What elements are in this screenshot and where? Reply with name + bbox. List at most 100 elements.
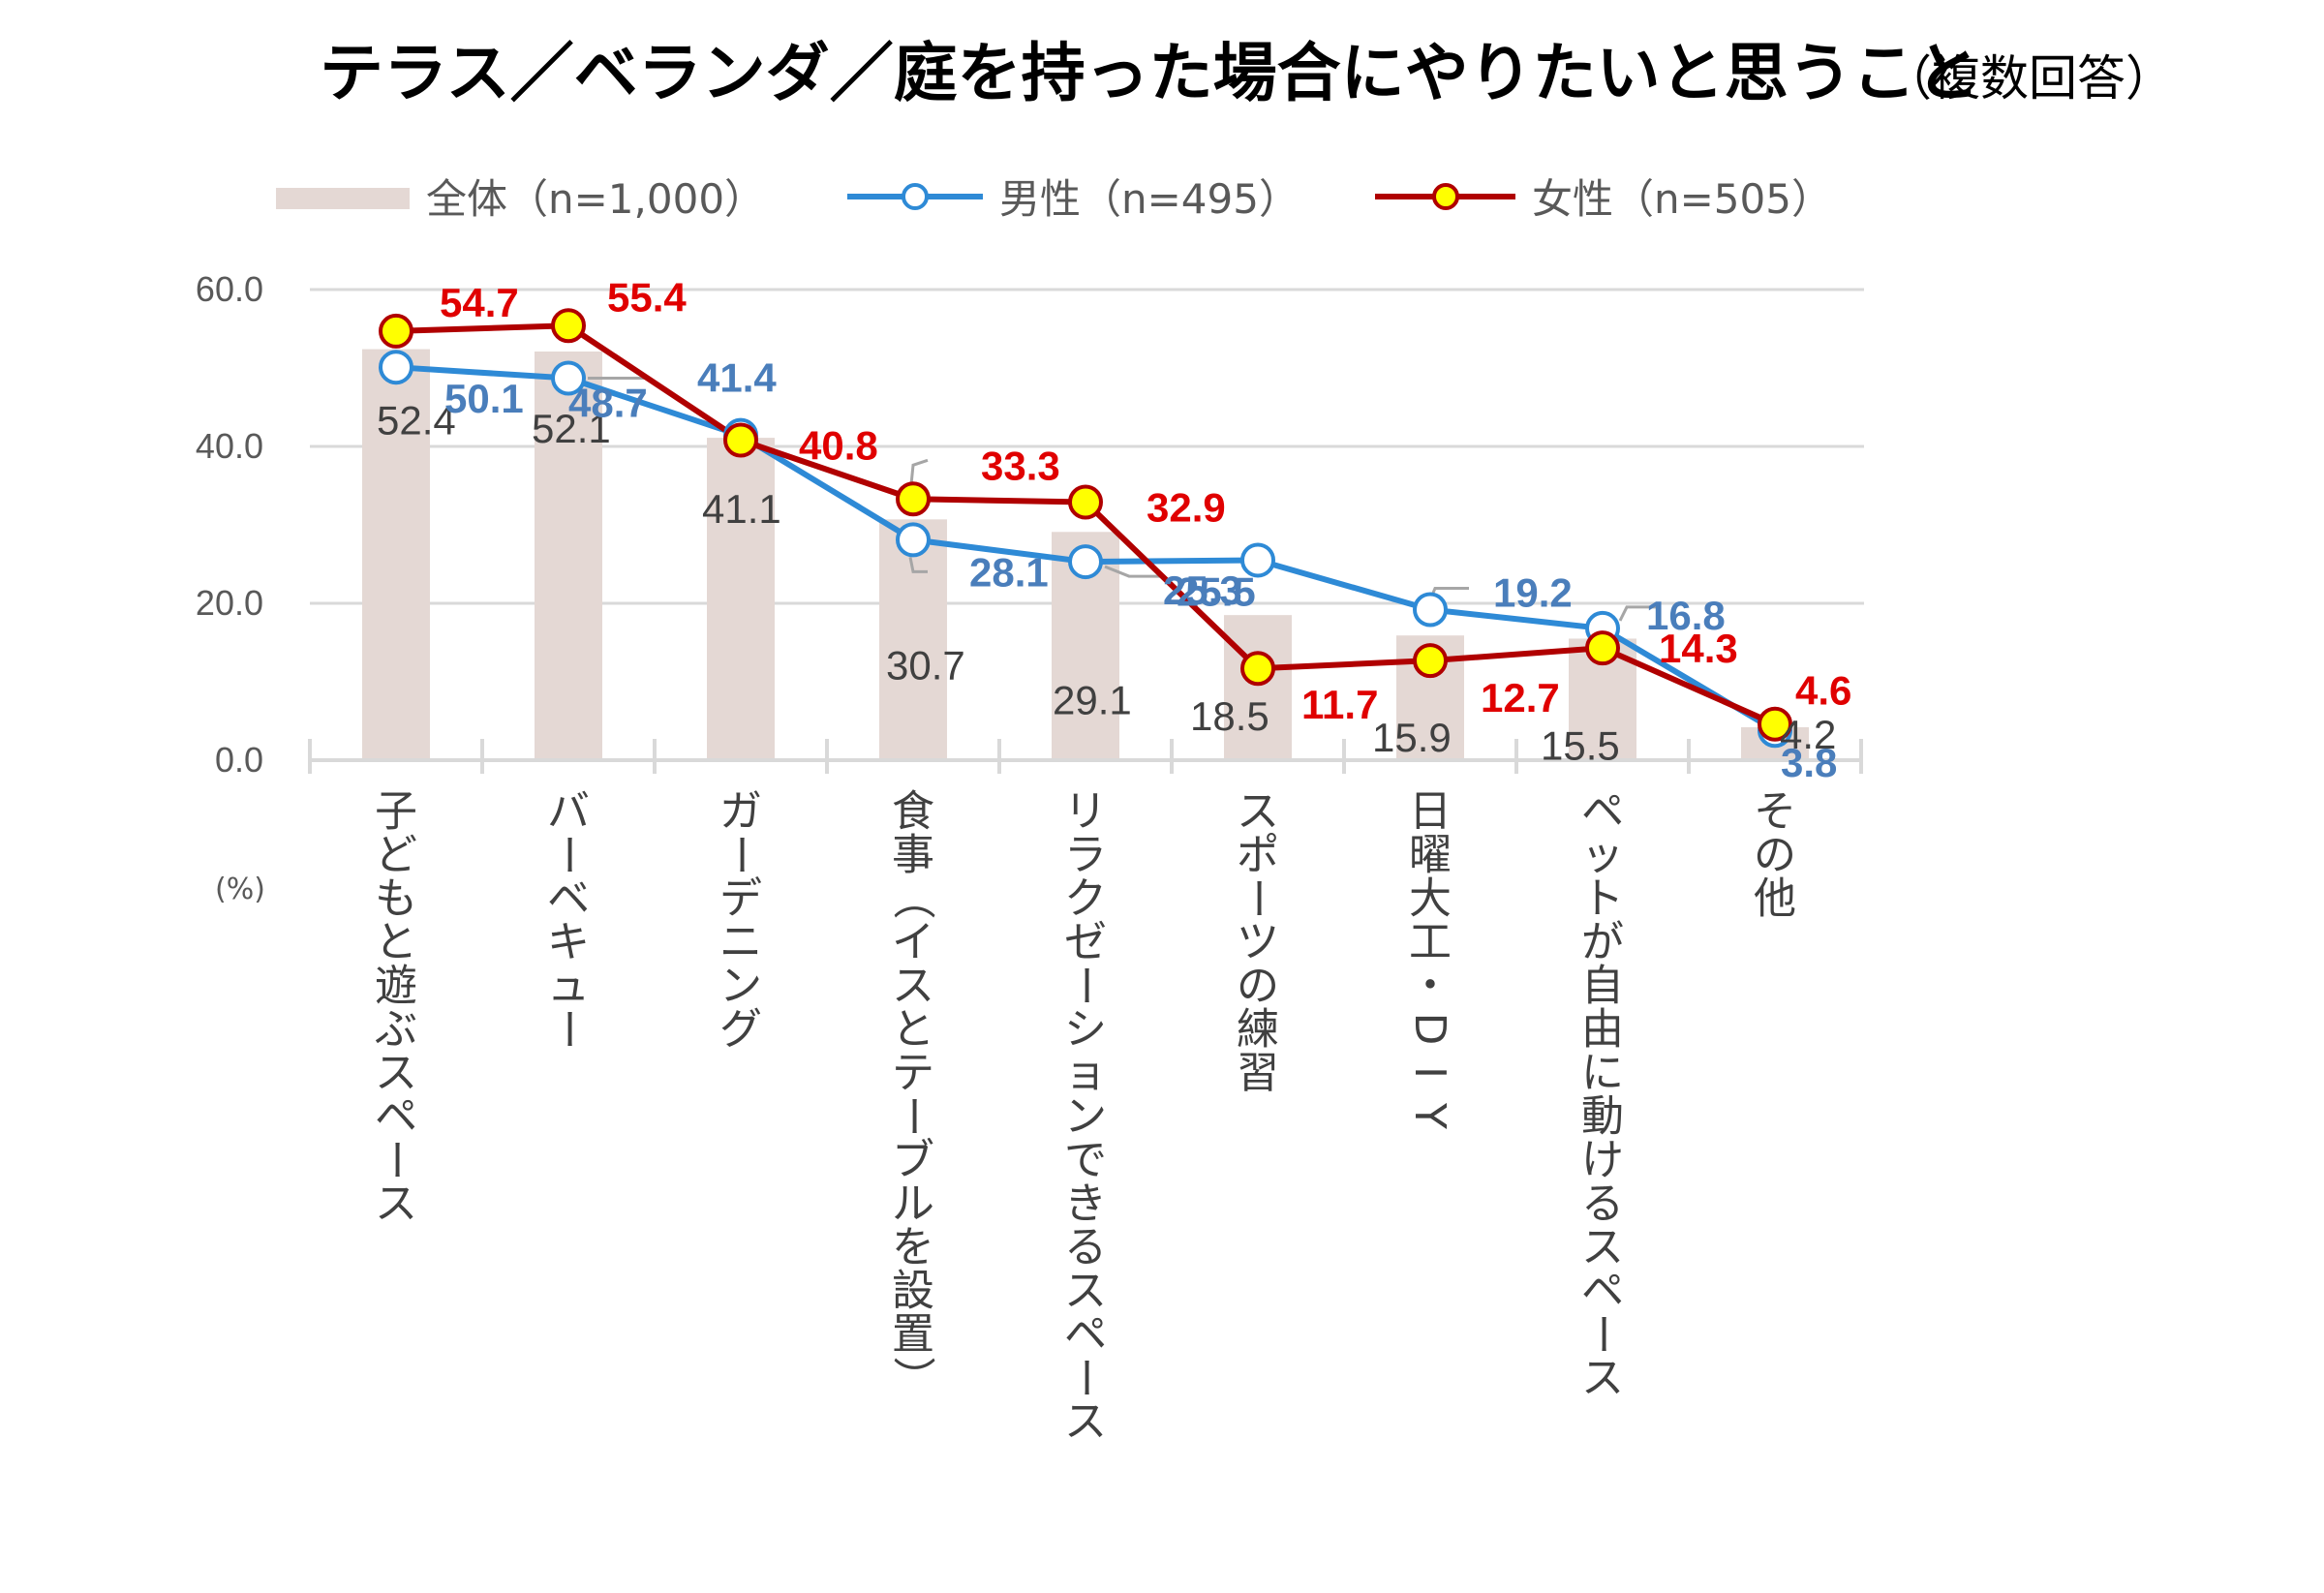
data-label-male-0: 50.1 — [444, 376, 524, 421]
data-label-male-8: 3.8 — [1781, 740, 1837, 785]
data-label-female-0: 54.7 — [440, 280, 519, 325]
category-char: シ — [1064, 1005, 1107, 1055]
female-marker-1 — [551, 308, 586, 344]
y-tick-label: 20.0 — [196, 583, 263, 623]
category-char: 曜 — [1409, 831, 1452, 880]
female-marker-2 — [723, 422, 758, 458]
category-char: 他 — [1754, 874, 1796, 924]
bar-total-1 — [535, 351, 602, 760]
category-char: 動 — [1581, 1092, 1624, 1142]
data-label-total-2: 41.1 — [702, 486, 781, 532]
chart-title: テラス／ベランダ／庭を持った場合にやりたいと思うこと — [320, 36, 1980, 110]
bar-total-2 — [707, 438, 775, 760]
data-label-male-3: 28.1 — [969, 549, 1049, 595]
category-char: そ — [1754, 787, 1796, 837]
category-char: の — [1237, 962, 1279, 1011]
data-label-total-0: 52.4 — [377, 398, 456, 444]
data-label-male-7: 16.8 — [1646, 593, 1726, 638]
y-tick-label: 60.0 — [196, 269, 263, 309]
category-char: 事 — [892, 831, 934, 880]
chart-subtitle: （複数回答） — [1883, 50, 2174, 107]
category-char: で — [1064, 1136, 1107, 1185]
female-marker-7 — [1585, 630, 1620, 666]
data-label-male-6: 19.2 — [1493, 569, 1573, 615]
category-char: デ — [719, 874, 762, 924]
female-marker-5 — [1240, 651, 1275, 687]
category-char: ク — [1064, 874, 1107, 924]
male-marker-5 — [1240, 542, 1275, 578]
category-char: 食 — [892, 787, 934, 837]
category-char: ス — [892, 962, 934, 1011]
category-char: の — [1754, 831, 1796, 880]
data-label-male-2: 41.4 — [697, 355, 777, 401]
data-label-female-8: 4.6 — [1795, 668, 1851, 714]
category-char: を — [892, 1223, 934, 1272]
legend-label-male: 男性（n=495） — [999, 175, 1300, 223]
data-label-total-8: 4.2 — [1780, 712, 1836, 757]
category-char: 自 — [1581, 962, 1624, 1011]
category-char: I — [1405, 1066, 1454, 1079]
data-label-female-2: 40.8 — [799, 423, 878, 469]
category-char: ベ — [547, 874, 590, 924]
category-char: ー — [1060, 965, 1110, 1007]
category-char: ス — [375, 1179, 417, 1229]
female-marker-0 — [379, 313, 413, 349]
data-label-total-6: 15.9 — [1372, 715, 1452, 760]
category-char: と — [892, 1005, 934, 1055]
category-char: ス — [1581, 1223, 1624, 1272]
category-char: ぶ — [375, 1005, 417, 1055]
data-label-female-4: 32.9 — [1147, 485, 1226, 531]
category-char: ー — [371, 1139, 420, 1181]
data-label-female-3: 33.3 — [981, 443, 1060, 488]
legend-swatch-total — [276, 188, 410, 209]
category-char: ー — [888, 1095, 937, 1138]
category-char: ツ — [1237, 918, 1279, 967]
category-char: ー — [543, 1008, 593, 1051]
legend-swatch-male-marker — [902, 183, 929, 210]
category-char: ス — [1064, 1397, 1107, 1447]
category-char: け — [1581, 1136, 1624, 1185]
category-char: が — [1581, 918, 1624, 967]
category-char: ス — [1237, 787, 1279, 837]
category-char: ッ — [1581, 831, 1624, 880]
category-char: き — [1064, 1179, 1107, 1229]
category-labels: 子どもと遊ぶスペースバーベキューガーデニング食事（イスとテーブルを設置）リラクゼ… — [371, 787, 1796, 1447]
legend: 全体（n=1,000） 男性（n=495） 女性（n=505） — [276, 175, 1832, 223]
bar-total-3 — [879, 519, 947, 760]
category-char: ー — [1060, 1357, 1110, 1399]
category-char: 日 — [1409, 787, 1452, 837]
x-axis — [308, 739, 1863, 774]
category-char: ） — [888, 1357, 937, 1399]
category-char: 遊 — [375, 962, 417, 1011]
bar-series-total — [362, 349, 1809, 760]
category-char: ョ — [1064, 1049, 1107, 1098]
category-char: ペ — [375, 1092, 417, 1142]
category-char: 置 — [892, 1310, 934, 1360]
category-char: ン — [719, 962, 762, 1011]
category-char: ガ — [719, 787, 762, 837]
female-marker-6 — [1413, 643, 1448, 679]
leader-male-3 — [908, 557, 928, 573]
male-marker-6 — [1413, 592, 1448, 628]
data-label-total-3: 30.7 — [886, 642, 965, 688]
category-char: 設 — [892, 1267, 934, 1316]
category-char: テ — [892, 1049, 934, 1098]
data-label-female-5: 11.7 — [1301, 682, 1378, 727]
category-char: Y — [1405, 1102, 1454, 1129]
category-char: ー — [1233, 877, 1282, 920]
data-label-female-1: 55.4 — [607, 274, 687, 320]
unit-label: (%) — [215, 873, 265, 906]
category-char: イ — [892, 918, 934, 967]
category-char: ゼ — [1064, 918, 1107, 967]
data-label-total-1: 52.1 — [532, 406, 611, 451]
category-char: と — [375, 918, 417, 967]
female-marker-3 — [896, 481, 931, 517]
data-label-female-6: 12.7 — [1481, 675, 1560, 720]
category-char: 工 — [1409, 918, 1452, 967]
y-tick-label: 40.0 — [196, 426, 263, 466]
